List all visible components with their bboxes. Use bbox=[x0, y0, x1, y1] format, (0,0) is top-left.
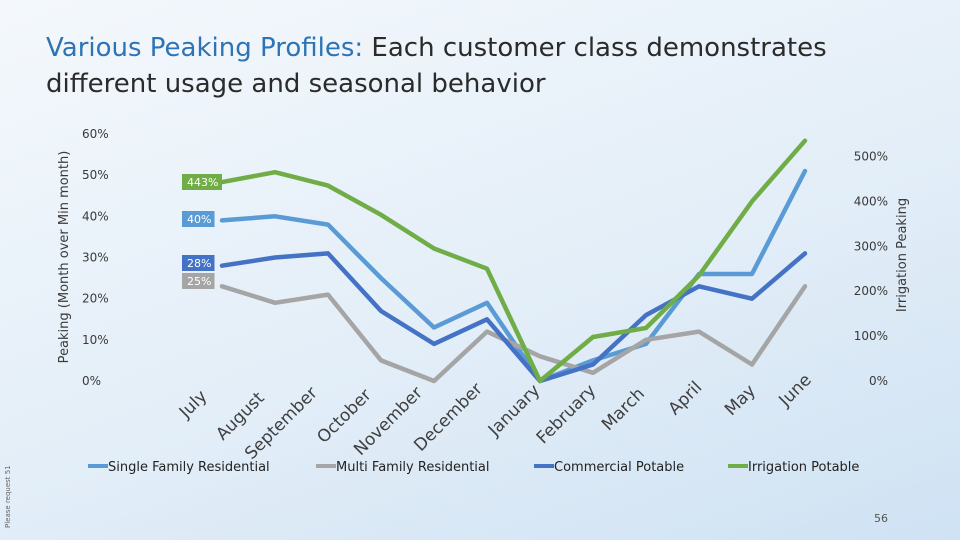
slide-title: Various Peaking Profiles: Each customer … bbox=[46, 30, 906, 102]
callout-label: 443% bbox=[187, 176, 218, 189]
callout-label: 25% bbox=[187, 275, 211, 288]
left-tick-label: 10% bbox=[82, 333, 109, 347]
month-label: July bbox=[175, 387, 211, 423]
left-tick-label: 0% bbox=[82, 374, 101, 388]
left-axis-ticks: 0% 10% 20% 30% 40% 50% 60% bbox=[82, 127, 109, 388]
month-labels: July AugustSeptemberOctoberNovemberDecemb… bbox=[175, 370, 816, 463]
left-tick-label: 40% bbox=[82, 209, 109, 223]
month-label: March bbox=[598, 384, 649, 435]
legend-swatch bbox=[534, 464, 554, 468]
legend-swatch bbox=[728, 464, 748, 468]
left-tick-label: 60% bbox=[82, 127, 109, 141]
right-tick-label: 500% bbox=[854, 149, 888, 163]
value-callouts: 443% 40% 28% 25% bbox=[182, 174, 222, 289]
month-label: June bbox=[775, 370, 816, 411]
page-number: 56 bbox=[874, 512, 888, 525]
callout-box bbox=[182, 273, 215, 289]
callout-label: 40% bbox=[187, 213, 211, 226]
month-label: February bbox=[533, 381, 600, 448]
legend-label: Irrigation Potable bbox=[748, 460, 859, 475]
right-axis-ticks: 0% 100% 200% 300% 400% 500% bbox=[854, 149, 888, 388]
footer-note: Please request 51 bbox=[4, 465, 12, 528]
legend-swatch bbox=[88, 464, 108, 468]
legend-label: Single Family Residential bbox=[108, 460, 270, 475]
series-lines bbox=[219, 138, 808, 384]
callout-box bbox=[182, 211, 215, 227]
right-tick-label: 0% bbox=[869, 374, 888, 388]
series-line-multi-family-residential bbox=[219, 284, 808, 384]
right-tick-label: 300% bbox=[854, 239, 888, 253]
title-rest: Each customer class demonstrates differe… bbox=[46, 33, 827, 99]
series-line-irrigation-potable bbox=[219, 138, 808, 384]
right-tick-label: 200% bbox=[854, 284, 888, 298]
month-label: December bbox=[410, 379, 486, 455]
legend-swatch bbox=[316, 464, 336, 468]
month-label: April bbox=[665, 378, 707, 420]
right-tick-label: 100% bbox=[854, 329, 888, 343]
left-tick-label: 30% bbox=[82, 251, 109, 265]
title-highlight: Various Peaking Profiles: bbox=[46, 33, 364, 63]
legend: Single Family Residential Multi Family Re… bbox=[88, 460, 859, 475]
callout-box bbox=[182, 174, 222, 190]
right-tick-label: 400% bbox=[854, 194, 888, 208]
right-axis-title: Irrigation Peaking bbox=[895, 198, 910, 312]
left-tick-label: 20% bbox=[82, 292, 109, 306]
series-line-commercial-potable bbox=[219, 251, 808, 384]
left-tick-label: 50% bbox=[82, 168, 109, 182]
callout-box bbox=[182, 255, 215, 271]
legend-label: Multi Family Residential bbox=[336, 460, 489, 475]
month-label: May bbox=[721, 381, 760, 420]
left-axis-title: Peaking (Month over Min month) bbox=[57, 151, 72, 364]
legend-label: Commercial Potable bbox=[554, 460, 684, 475]
callout-label: 28% bbox=[187, 257, 211, 270]
